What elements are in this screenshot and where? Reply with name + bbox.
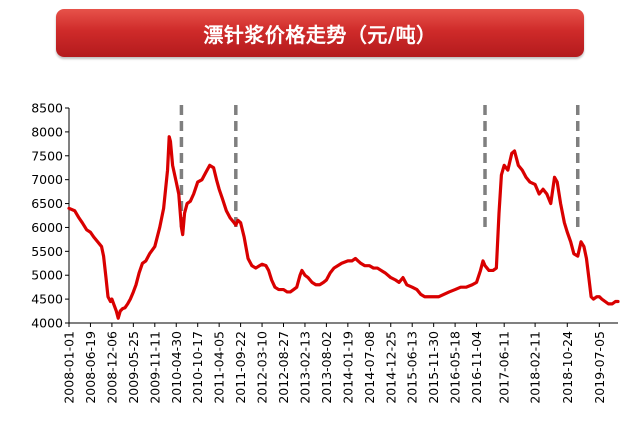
x-tick-label: 2017-06-11 bbox=[497, 331, 512, 404]
y-tick-label: 6500 bbox=[31, 196, 63, 211]
x-tick-label: 2011-04-05 bbox=[212, 331, 227, 404]
y-tick-label: 8500 bbox=[31, 101, 63, 116]
axes bbox=[65, 107, 618, 327]
x-tick-label: 2014-01-19 bbox=[340, 331, 355, 404]
x-tick-label: 2010-04-30 bbox=[169, 331, 184, 404]
x-tick-label: 2010-10-17 bbox=[190, 331, 205, 404]
x-tick-label: 2015-11-30 bbox=[426, 331, 441, 404]
x-tick-label: 2014-07-08 bbox=[362, 331, 377, 404]
x-tick-label: 2018-10-24 bbox=[560, 331, 575, 404]
x-tick-label: 2016-05-18 bbox=[448, 331, 463, 404]
y-tick-label: 5500 bbox=[31, 244, 63, 259]
y-tick-labels: 4000 4500 5000 5500 6000 6500 7000 7500 8000 8500 bbox=[31, 101, 63, 331]
y-tick-label: 7500 bbox=[31, 148, 63, 163]
x-tick-labels: 2008-01-01 2008-06-19 2008-12-06 2009-05-25… bbox=[62, 331, 607, 404]
x-tick-label: 2011-09-22 bbox=[233, 331, 248, 404]
y-tick-label: 6000 bbox=[31, 220, 63, 235]
x-tick-label: 2008-01-01 bbox=[62, 331, 77, 404]
x-tick-label: 2016-11-04 bbox=[469, 331, 484, 404]
y-tick-label: 8000 bbox=[31, 124, 63, 139]
x-tick-label: 2019-07-05 bbox=[592, 331, 607, 404]
y-tick-label: 7000 bbox=[31, 172, 63, 187]
x-tick-label: 2009-05-25 bbox=[126, 331, 141, 404]
x-tick-label: 2013-02-13 bbox=[297, 331, 312, 404]
x-tick-label: 2013-08-02 bbox=[319, 331, 334, 404]
y-tick-label: 4500 bbox=[31, 292, 63, 307]
y-tick-label: 5000 bbox=[31, 268, 63, 283]
x-tick-label: 2008-06-19 bbox=[83, 331, 98, 404]
chart-title-banner: 漂针浆价格走势（元/吨） bbox=[56, 9, 584, 57]
series-group bbox=[67, 135, 620, 320]
chart-title: 漂针浆价格走势（元/吨） bbox=[203, 22, 437, 47]
x-tick-label: 2014-12-25 bbox=[383, 331, 398, 404]
price-series-line bbox=[67, 135, 620, 320]
x-tick-label: 2012-08-27 bbox=[276, 331, 291, 404]
x-tick-label: 2008-12-06 bbox=[104, 331, 119, 404]
y-tick-label: 4000 bbox=[31, 316, 63, 331]
x-tick-label: 2009-11-11 bbox=[147, 331, 162, 404]
x-tick-label: 2018-02-11 bbox=[528, 331, 543, 404]
x-tick-label: 2012-03-10 bbox=[255, 331, 270, 404]
x-tick-label: 2015-06-13 bbox=[405, 331, 420, 404]
